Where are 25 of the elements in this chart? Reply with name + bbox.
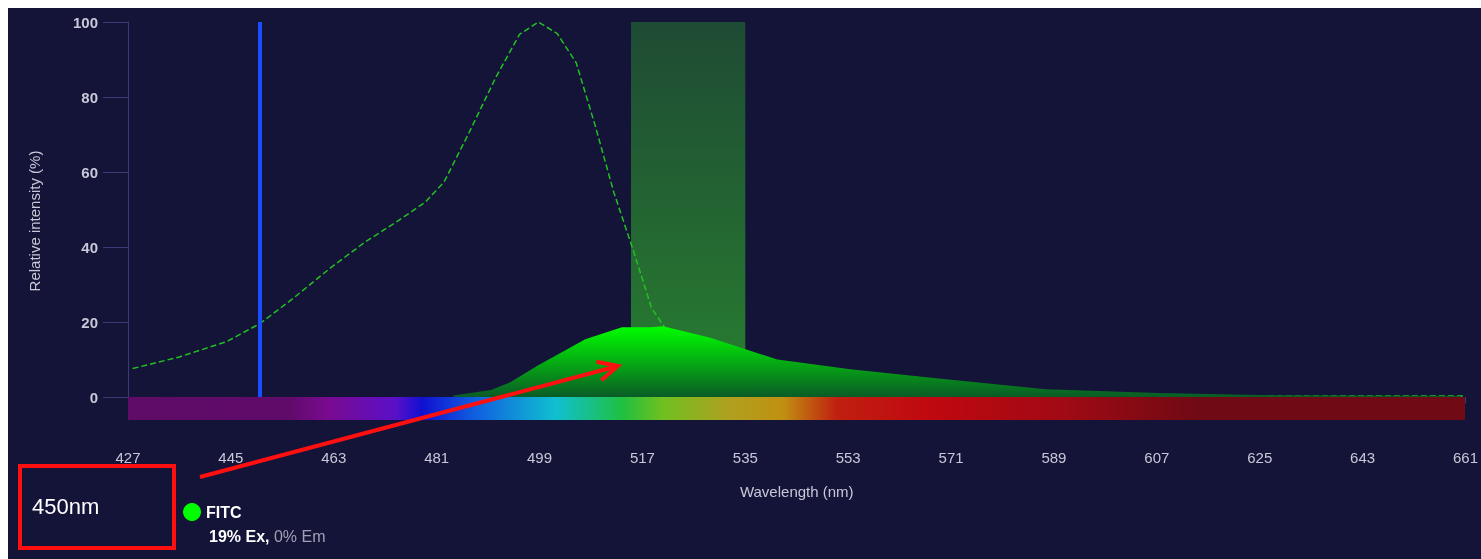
x-tick-label: 427	[115, 449, 141, 466]
x-tick-label: 571	[938, 449, 964, 466]
y-tick-label: 40	[81, 238, 98, 256]
text: 450nm	[32, 494, 100, 519]
y-tick-label: 80	[81, 88, 98, 106]
x-tick-label: 589	[1041, 449, 1067, 466]
x-tick-label: 661	[1452, 449, 1478, 466]
x-tick-label: 535	[732, 449, 758, 466]
x-tick-label: 607	[1144, 449, 1170, 466]
y-tick-label: 0	[89, 388, 98, 406]
x-tick-label: 463	[321, 449, 347, 466]
x-tick-label: 481	[424, 449, 450, 466]
x-tick-label: 517	[629, 449, 655, 466]
text: 19% Ex, 0% Em	[209, 527, 326, 545]
y-tick-label: 60	[81, 163, 98, 181]
x-tick-label: 625	[1247, 449, 1273, 466]
x-tick-label: 643	[1350, 449, 1376, 466]
y-axis-title: Relative intensity (%)	[26, 150, 43, 292]
y-tick-label: 100	[72, 13, 98, 31]
legend-label: FITC	[206, 503, 242, 521]
x-tick-label: 499	[527, 449, 553, 466]
x-tick-label: 445	[218, 449, 244, 466]
x-tick-label: 553	[835, 449, 861, 466]
x-axis-title: Wavelength (nm)	[739, 483, 854, 500]
y-tick-label: 20	[81, 313, 98, 331]
